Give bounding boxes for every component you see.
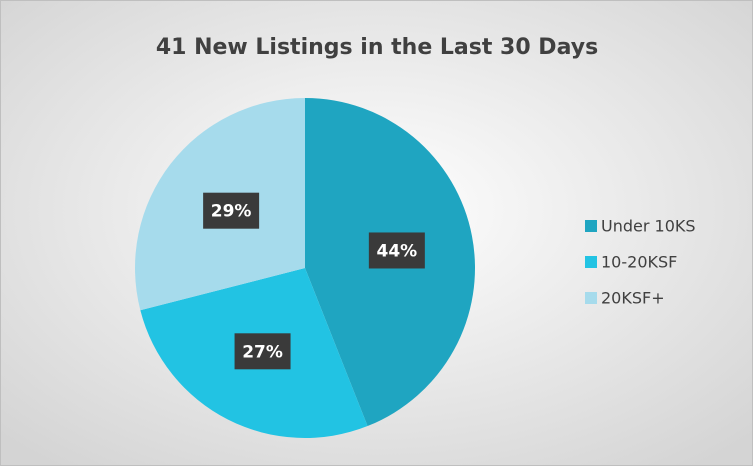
chart-title: 41 New Listings in the Last 30 Days bbox=[156, 35, 598, 60]
legend-label: Under 10KS bbox=[601, 217, 696, 236]
data-label: 27% bbox=[242, 342, 283, 362]
legend-label: 20KSF+ bbox=[601, 289, 665, 308]
legend-swatch bbox=[585, 256, 597, 268]
data-label: 29% bbox=[211, 202, 252, 222]
data-label-box bbox=[234, 333, 291, 370]
legend-swatch bbox=[585, 220, 597, 232]
legend-swatch bbox=[585, 292, 597, 304]
data-label-box bbox=[368, 232, 425, 269]
data-label-box bbox=[203, 192, 260, 229]
data-label: 44% bbox=[376, 241, 417, 261]
legend-label: 10-20KSF bbox=[601, 253, 677, 272]
